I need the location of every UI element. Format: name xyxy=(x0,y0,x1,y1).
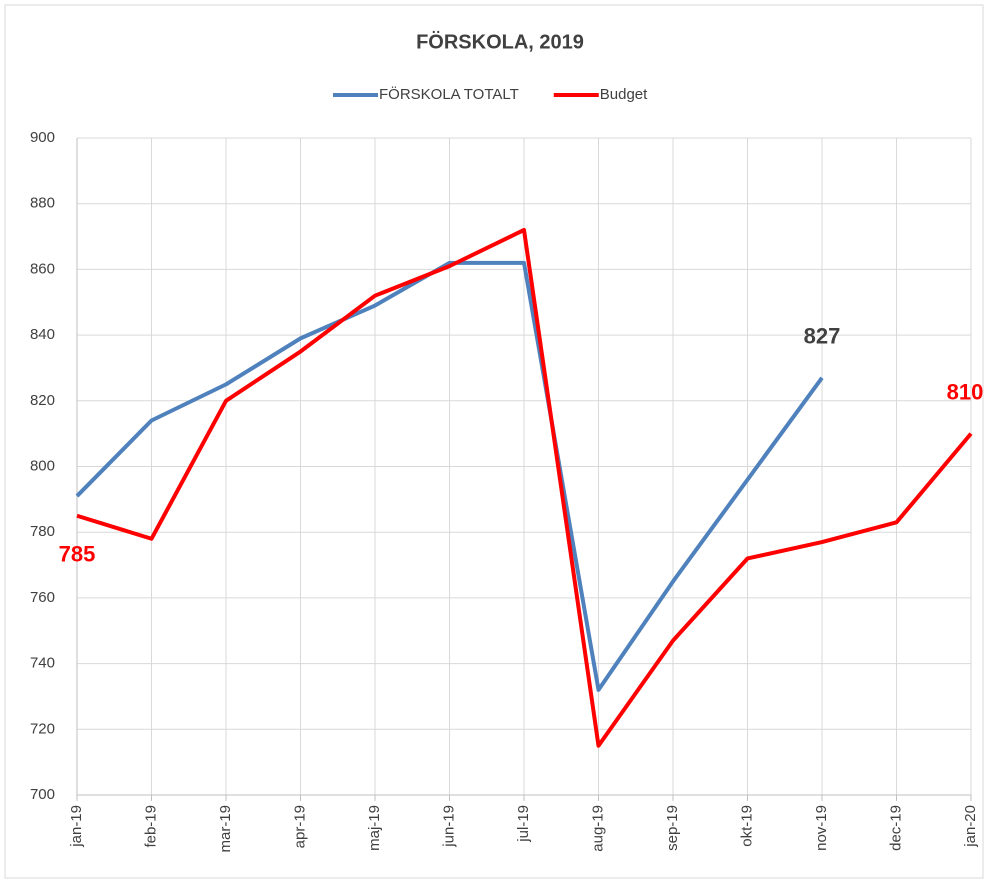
x-tick-label: feb-19 xyxy=(142,805,159,848)
legend-label: Budget xyxy=(600,86,648,103)
x-tick-label: sep-19 xyxy=(664,805,681,851)
x-tick-label: jul-19 xyxy=(515,805,532,843)
x-tick-label: apr-19 xyxy=(291,805,308,848)
y-tick-label: 760 xyxy=(30,589,55,606)
y-tick-label: 700 xyxy=(30,786,55,803)
y-tick-label: 880 xyxy=(30,195,55,212)
x-tick-label: dec-19 xyxy=(887,805,904,851)
x-tick-label: aug-19 xyxy=(589,805,606,852)
x-tick-label: jan-20 xyxy=(962,805,979,848)
y-tick-label: 860 xyxy=(30,260,55,277)
chart-title: FÖRSKOLA, 2019 xyxy=(416,30,584,53)
y-tick-label: 780 xyxy=(30,523,55,540)
series-line xyxy=(75,260,824,692)
y-tick-label: 800 xyxy=(30,457,55,474)
data-label: 785 xyxy=(59,542,96,567)
data-label: 810 xyxy=(947,379,984,404)
x-tick-label: jun-19 xyxy=(440,805,457,848)
y-tick-label: 840 xyxy=(30,326,55,343)
x-tick-label: mar-19 xyxy=(217,805,234,853)
x-tick-label: nov-19 xyxy=(813,805,830,851)
y-tick-label: 740 xyxy=(30,655,55,672)
y-tick-label: 720 xyxy=(30,720,55,737)
series-line xyxy=(76,227,973,748)
y-tick-label: 900 xyxy=(30,129,55,146)
legend-label: FÖRSKOLA TOTALT xyxy=(379,85,519,103)
chart-border xyxy=(4,4,984,879)
x-tick-label: maj-19 xyxy=(366,805,383,851)
y-tick-label: 820 xyxy=(30,392,55,409)
data-label: 827 xyxy=(804,324,841,349)
x-tick-label: okt-19 xyxy=(738,805,755,847)
x-tick-label: jan-19 xyxy=(68,805,85,848)
